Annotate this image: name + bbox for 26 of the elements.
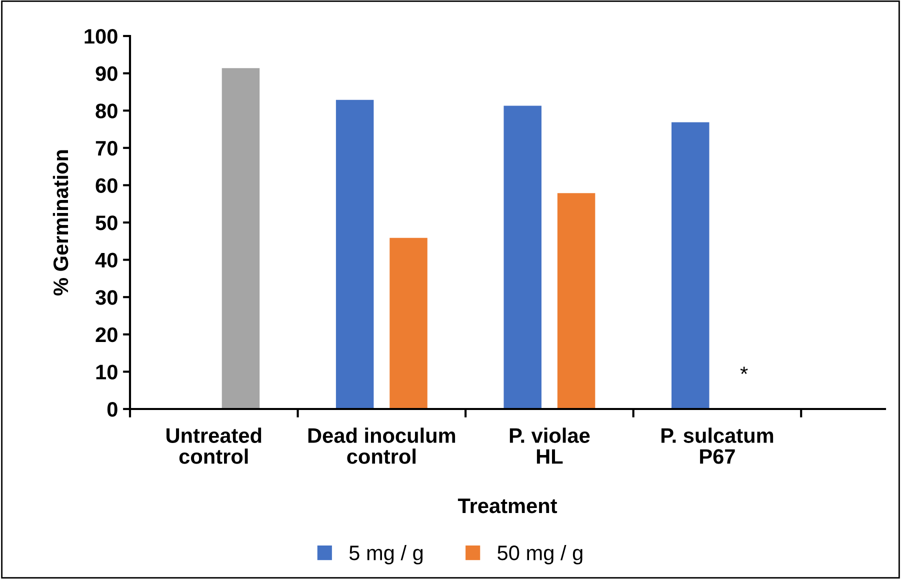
legend-label: 50 mg / g xyxy=(498,544,582,564)
x-axis-title: Treatment xyxy=(458,498,558,514)
bar xyxy=(335,98,375,409)
x-tick-label: P. sulcatum P67 xyxy=(661,428,774,464)
y-axis-title: % Germination xyxy=(52,150,68,296)
bar xyxy=(670,121,710,409)
y-tick-label: 0 xyxy=(107,402,118,417)
bar xyxy=(388,237,428,409)
y-tick-label: 70 xyxy=(96,140,118,156)
y-tick-label: 10 xyxy=(96,364,118,380)
x-tick-label: Dead inoculum control xyxy=(308,428,456,464)
y-tick-label: 100 xyxy=(84,29,118,44)
bar xyxy=(502,104,542,409)
y-tick-label: 90 xyxy=(96,66,118,82)
annotation: * xyxy=(740,366,748,374)
bar xyxy=(221,67,260,409)
y-tick-label: 80 xyxy=(96,104,118,118)
x-tick-label: Untreated control xyxy=(166,428,262,464)
x-tick-label: P. violae HL xyxy=(510,428,590,464)
bar xyxy=(556,192,596,409)
y-tick-label: 50 xyxy=(96,216,118,230)
y-tick-label: 30 xyxy=(96,290,118,305)
legend-label: 5 mg / g xyxy=(349,544,423,564)
y-tick-label: 40 xyxy=(95,252,118,268)
y-tick-label: 60 xyxy=(96,178,118,193)
y-tick-label: 20 xyxy=(96,327,118,342)
